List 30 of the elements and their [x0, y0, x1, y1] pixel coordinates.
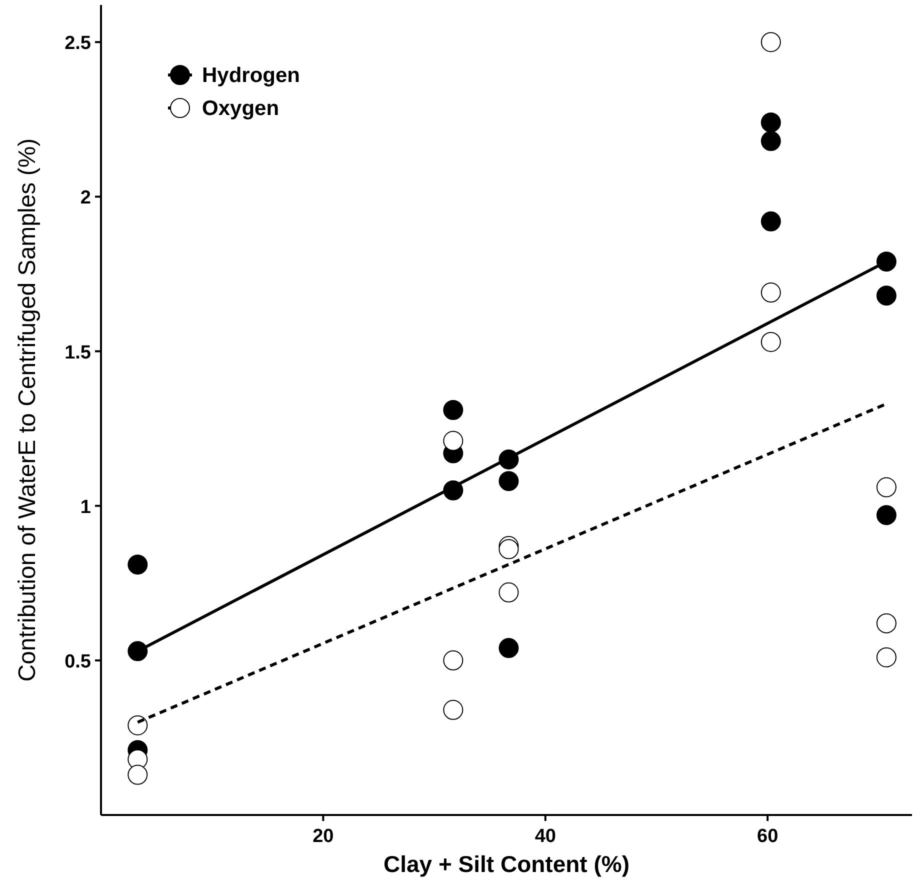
x-tick-label: 20	[312, 826, 334, 847]
y-tick-label: 2.5	[64, 33, 92, 54]
point	[760, 332, 781, 352]
point	[128, 554, 148, 575]
point	[498, 582, 519, 602]
y-tick-label: 1	[80, 496, 92, 518]
point	[498, 471, 519, 492]
legend-label: Hydrogen	[202, 64, 300, 87]
point	[443, 400, 464, 420]
point	[443, 700, 464, 720]
legend-label: Oxygen	[202, 97, 280, 120]
x-axis-title: Clay + Silt Content (%)	[384, 851, 630, 877]
point	[760, 112, 781, 132]
point	[876, 505, 896, 526]
point	[760, 131, 781, 152]
point	[128, 764, 148, 785]
y-tick-label: 0.5	[64, 651, 92, 672]
x-tick-label: 60	[757, 826, 778, 847]
point	[876, 252, 896, 272]
point	[876, 286, 896, 306]
y-axis-title: Contribution of WaterE to Centrifuged Samples (%)	[14, 138, 41, 682]
point	[128, 641, 148, 662]
point	[498, 638, 519, 658]
point	[128, 715, 148, 736]
x-tick-label: 40	[534, 826, 556, 847]
y-tick-label: 1.5	[64, 342, 92, 364]
point	[443, 430, 464, 451]
point	[443, 650, 464, 670]
point	[760, 211, 781, 232]
y-tick-label: 2	[80, 188, 91, 209]
